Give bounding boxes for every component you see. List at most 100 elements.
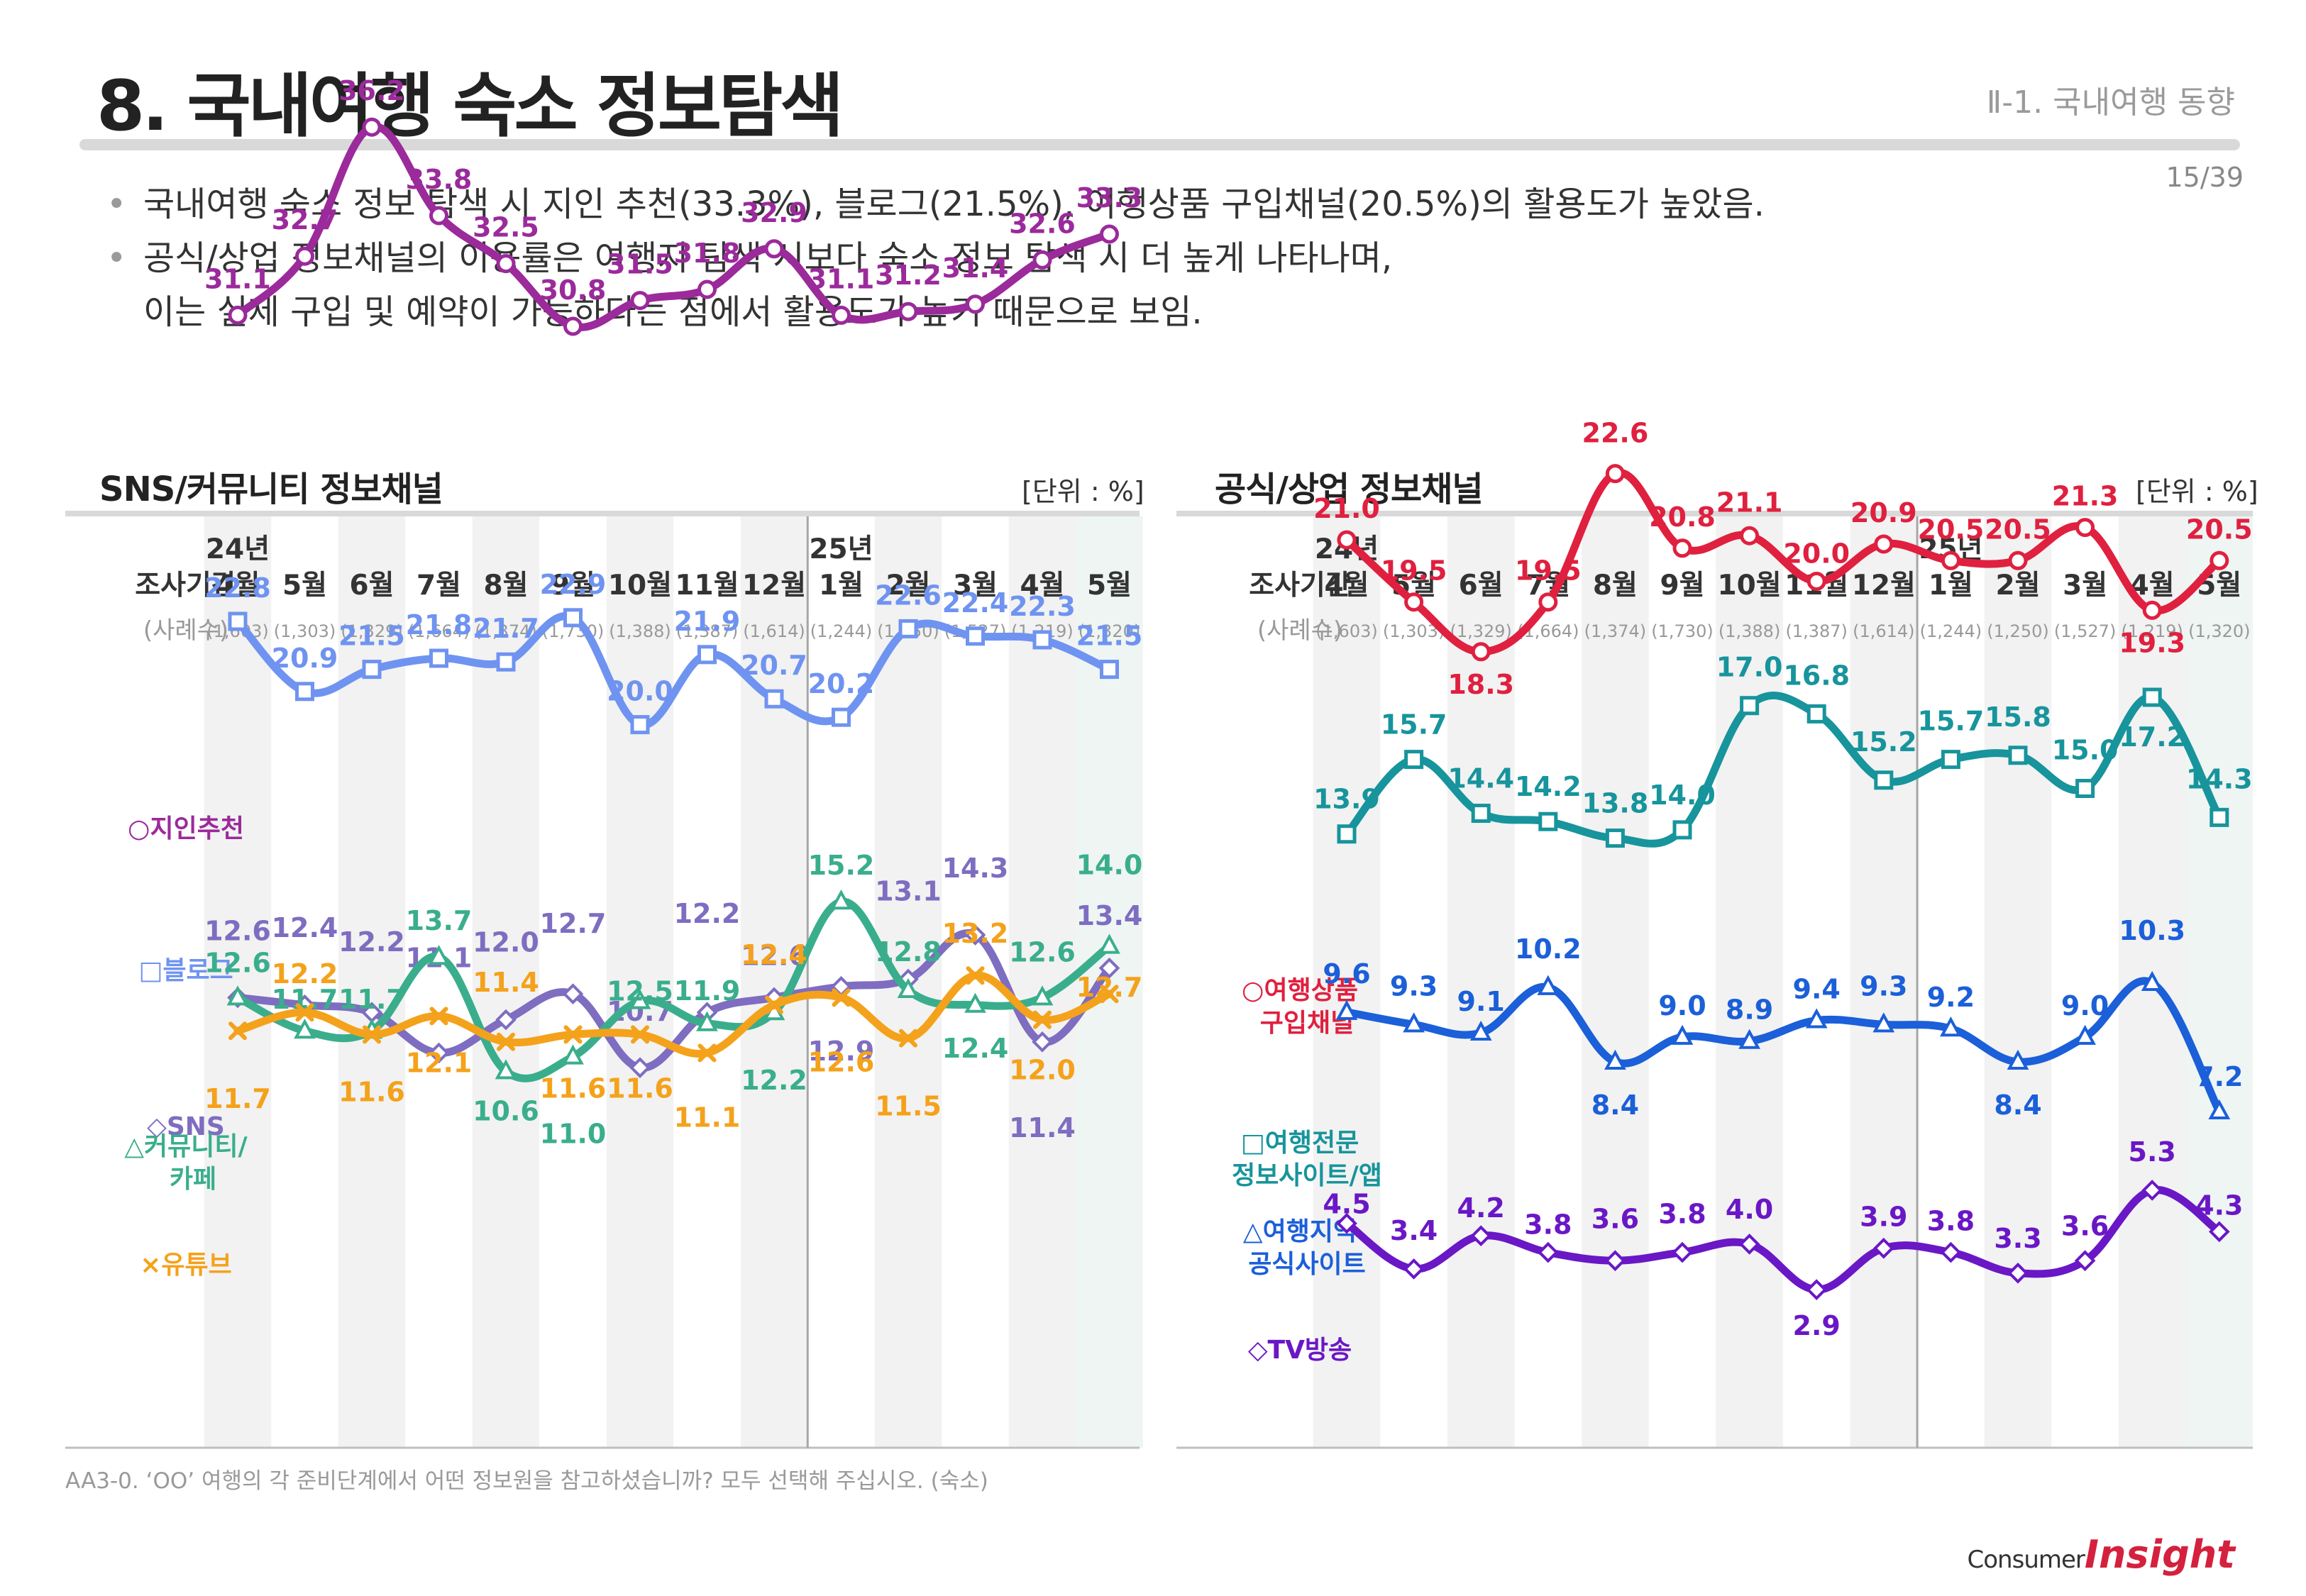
data-label: 12.9 (808, 1036, 875, 1067)
series-legend-label: 구입채널 (1260, 1009, 1354, 1038)
data-label: 20.9 (272, 643, 338, 674)
data-point (1100, 224, 1119, 244)
summary-bullets: 국내여행 숙소 정보 탐색 시 지인 추천(33.3%), 블로그(21.5%)… (106, 177, 1765, 339)
chart-panel-1: 조사기간(사례수)24년25년4월5월6월7월8월9월10월11월12월1월2월… (1176, 418, 2253, 1449)
data-point (1738, 1029, 1760, 1049)
data-point (429, 206, 448, 226)
month-tick-label: 12월 (1852, 570, 1916, 602)
data-point (2075, 779, 2095, 798)
sample-size-label: (1,374) (475, 621, 536, 641)
data-label: 12.4 (942, 1033, 1009, 1064)
data-label: 9.2 (1927, 982, 1975, 1013)
month-tick-label: 8월 (1593, 570, 1638, 602)
data-point (1672, 538, 1692, 558)
data-point (228, 1021, 247, 1041)
data-label: 11.1 (674, 1102, 741, 1133)
data-label: 21.3 (2052, 481, 2119, 512)
data-label: 32.5 (473, 212, 539, 243)
column-stripe (1313, 516, 1381, 1448)
data-point (2008, 550, 2028, 570)
data-point (497, 1032, 515, 1051)
data-point (1604, 1049, 1626, 1070)
page-title: 8. 국내여행 숙소 정보탐색 (96, 66, 844, 147)
sample-size-label: (1,388) (609, 621, 671, 641)
chart-panel-0: 조사기간 (사례수) 24년 25년 4월 5월 6월 7월 8월 9월 10월 11월 12월 1월 2월… (65, 75, 1143, 1449)
data-label: 14.3 (942, 853, 1009, 884)
data-point (966, 294, 985, 314)
data-label: 14.3 (2186, 763, 2253, 794)
data-point (696, 1011, 718, 1031)
series-legend-label: □여행전문 (1241, 1129, 1359, 1158)
data-point (1671, 1024, 1694, 1045)
data-label: 4.5 (1323, 1189, 1370, 1220)
data-point (629, 989, 651, 1009)
sample-size-label: (1,320) (1078, 621, 1140, 641)
unit-label-sns: [단위 : %] (1022, 476, 1144, 507)
sample-size-label: (1,303) (274, 621, 336, 641)
data-point (2210, 550, 2229, 570)
column-stripe (338, 516, 406, 1448)
data-label: 32.9 (741, 197, 807, 228)
data-label: 15.2 (808, 850, 875, 881)
sample-size-label: (1,603) (1315, 621, 1377, 641)
data-label: 9.3 (1860, 970, 1907, 1002)
sample-size-label: (1,614) (743, 621, 805, 641)
data-label: 21.7 (473, 613, 539, 644)
data-point (2008, 746, 2028, 765)
data-label: 22.6 (875, 580, 942, 611)
data-label: 13.9 (1313, 784, 1380, 815)
data-label: 8.4 (1994, 1090, 2041, 1121)
month-tick-label: 7월 (416, 570, 461, 602)
data-label: 20.5 (1918, 514, 1985, 545)
sample-label: (사례수) (143, 616, 228, 645)
data-point (563, 316, 583, 336)
data-label: 4.3 (2195, 1190, 2243, 1221)
series-legend-label: ○여행상품 (1242, 976, 1358, 1005)
data-point (1872, 1237, 1894, 1259)
series-legend-label: 카페 (170, 1165, 216, 1194)
data-label: 8.4 (1591, 1090, 1639, 1121)
data-point (1471, 642, 1491, 662)
data-label: 31.5 (607, 249, 673, 280)
data-label: 4.0 (1726, 1194, 1773, 1225)
page-number: 15/39 (2166, 162, 2244, 193)
series-legend-label: 정보사이트/앱 (1232, 1161, 1382, 1190)
month-tick-label: 1월 (819, 570, 864, 602)
data-point (1337, 530, 1357, 550)
data-label: 10.3 (2119, 915, 2185, 946)
data-point (1806, 572, 1826, 591)
data-label: 20.9 (1850, 497, 1917, 528)
data-point (429, 1007, 448, 1026)
data-label: 36.2 (338, 75, 405, 106)
data-label: 17.0 (1716, 652, 1783, 683)
data-point (832, 707, 851, 727)
data-label: 13.7 (406, 905, 473, 936)
data-point (1537, 1241, 1559, 1263)
data-point (295, 246, 314, 266)
column-stripe (1984, 516, 2052, 1448)
data-label: 9.6 (1323, 958, 1370, 990)
data-label: 11.7 (204, 1083, 271, 1114)
data-label: 17.2 (2119, 721, 2185, 753)
data-point (1538, 592, 1558, 612)
data-point (697, 279, 717, 299)
data-label: 21.9 (674, 606, 741, 637)
series-legend-label: ○지인추천 (128, 814, 244, 843)
data-label: 3.3 (1994, 1223, 2041, 1254)
column-stripe (606, 516, 674, 1448)
data-point (630, 715, 650, 735)
data-label: 22.6 (1582, 418, 1649, 449)
data-point (630, 291, 650, 311)
series-legend-label: ◇SNS (147, 1112, 225, 1141)
data-point (966, 966, 985, 985)
data-point (2208, 1099, 2231, 1120)
data-label: 15.8 (1985, 702, 2051, 733)
data-label: 13.1 (875, 875, 942, 907)
data-point (1470, 1225, 1492, 1247)
data-label: 22.9 (540, 569, 607, 600)
data-label: 9.4 (1793, 974, 1841, 1005)
data-label: 31.8 (674, 238, 741, 269)
sample-size-label: (1,387) (1785, 621, 1847, 641)
data-label: 12.6 (204, 947, 271, 978)
data-point (496, 652, 516, 672)
